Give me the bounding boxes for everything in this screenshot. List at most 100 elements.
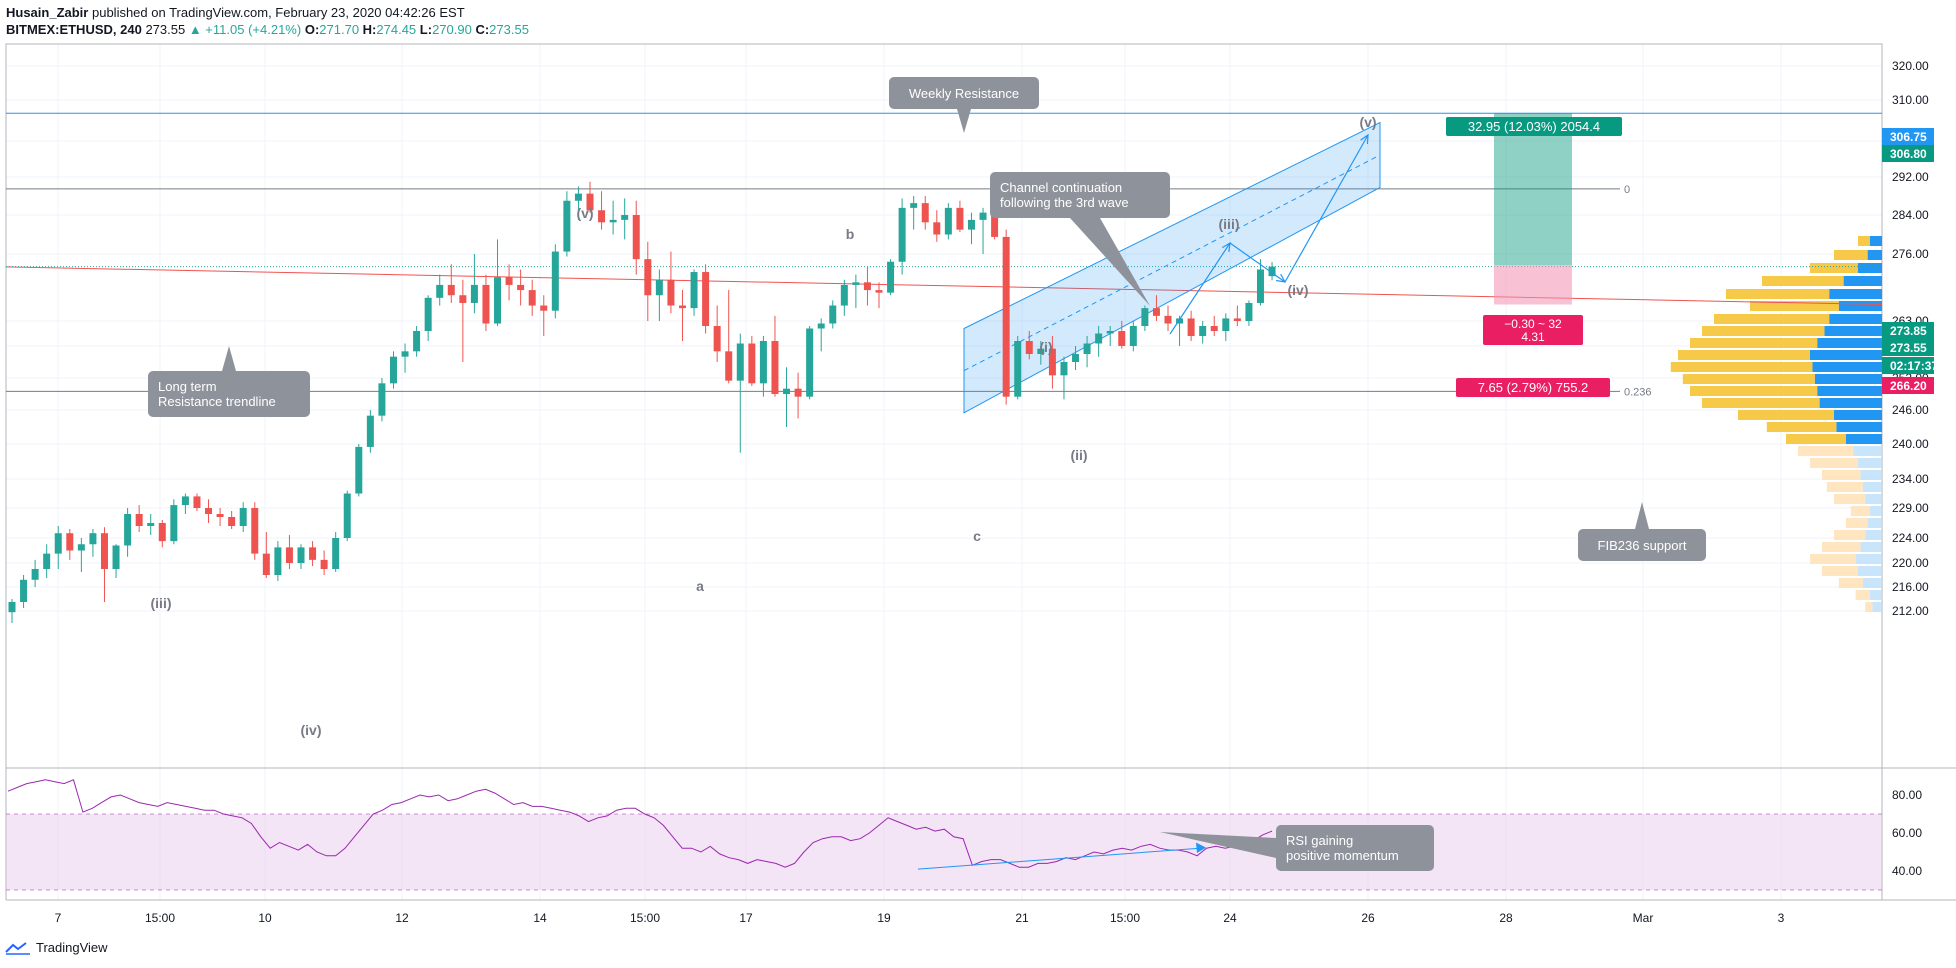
candle-body xyxy=(228,517,236,526)
stop-label: 7.65 (2.79%) 755.2 xyxy=(1456,378,1610,397)
wave-projection-arrowhead xyxy=(1360,133,1369,145)
volume-profile-sell xyxy=(1858,236,1870,246)
volume-profile-buy xyxy=(1870,590,1882,600)
wave-a: a xyxy=(696,578,704,594)
volume-profile-sell xyxy=(1702,398,1820,408)
wave-projection-segment xyxy=(1169,242,1231,335)
candle-body xyxy=(1014,341,1022,397)
volume-profile-sell xyxy=(1810,458,1858,468)
last-price: 273.55 xyxy=(145,22,186,37)
candle-body xyxy=(1002,236,1010,397)
rsi-band xyxy=(6,814,1882,890)
long-position-target-zone[interactable] xyxy=(1494,113,1572,266)
volume-profile-buy xyxy=(1870,236,1882,246)
target-label-text: 32.95 (12.03%) 2054.4 xyxy=(1468,119,1600,134)
wave-projection-path xyxy=(1169,133,1369,335)
volume-profile-sell xyxy=(1865,602,1873,612)
wave-projection-segment xyxy=(1284,134,1369,283)
candle-body xyxy=(967,219,975,230)
author-name[interactable]: Husain_Zabir xyxy=(6,5,89,20)
volume-profile-buy xyxy=(1836,422,1882,432)
volume-profile-buy xyxy=(1817,386,1882,396)
price-tick-label: 292.00 xyxy=(1892,170,1929,184)
volume-profile xyxy=(1670,236,1882,612)
price-badge-bg xyxy=(1882,357,1934,374)
candle-body xyxy=(89,533,97,545)
time-tick-label: Mar xyxy=(1633,911,1654,925)
candle-body xyxy=(1095,333,1103,344)
low-label: L: xyxy=(419,22,433,37)
candle-body xyxy=(933,222,941,235)
volume-profile-buy xyxy=(1858,458,1882,468)
position-info-text-1: −0.30 ~ 32 xyxy=(1504,317,1562,331)
ascending-channel[interactable] xyxy=(963,121,1381,414)
candle-body xyxy=(320,559,328,569)
candle-body xyxy=(540,305,548,311)
long-term-resistance-trendline xyxy=(5,266,1883,306)
rsi-tick-label: 80.00 xyxy=(1892,788,1922,802)
volume-profile-sell xyxy=(1810,263,1858,273)
candle-body xyxy=(309,547,317,560)
volume-profile-sell xyxy=(1690,386,1818,396)
volume-profile-sell xyxy=(1726,289,1830,299)
time-axis: 7 15:00 10 12 14 15:00 17 19 21 15:00 24 26 28 Mar 3 xyxy=(55,911,1785,925)
price-change: ▲ +11.05 (+4.21%) xyxy=(188,22,302,37)
time-tick-label: 3 xyxy=(1778,911,1785,925)
candle-body xyxy=(436,284,444,298)
time-tick-label: 10 xyxy=(258,911,272,925)
candle-body xyxy=(31,569,39,580)
candle-body xyxy=(517,284,525,291)
candle-body xyxy=(1233,318,1241,321)
time-tick-label: 28 xyxy=(1499,911,1513,925)
time-tick-label: 14 xyxy=(533,911,547,925)
channel-text-2: following the 3rd wave xyxy=(1000,195,1129,210)
price-badge-bg xyxy=(1882,339,1934,356)
volume-profile-sell xyxy=(1690,338,1818,348)
volume-profile-buy xyxy=(1870,506,1882,516)
time-tick-label: 15:00 xyxy=(145,911,175,925)
candle-body xyxy=(20,579,28,602)
candle-body xyxy=(366,415,374,447)
tradingview-brand: TradingView xyxy=(36,940,108,955)
wave-i: (i) xyxy=(1039,339,1052,355)
volume-profile-buy xyxy=(1846,434,1882,444)
volume-profile-sell xyxy=(1834,530,1866,540)
chart-grid xyxy=(6,44,1882,900)
position-info-text-2: 4.31 xyxy=(1521,330,1545,344)
fib-support-callout: FIB236 support xyxy=(1578,502,1706,561)
volume-profile-sell xyxy=(1682,374,1815,384)
volume-profile-sell xyxy=(1810,554,1856,564)
candle-body xyxy=(1037,348,1045,354)
candle-body xyxy=(1187,318,1195,336)
candle-body xyxy=(77,544,85,551)
candle-body xyxy=(574,193,582,201)
time-tick-label: 17 xyxy=(739,911,753,925)
candle-body xyxy=(713,326,721,352)
candle-body xyxy=(678,305,686,309)
candle-body xyxy=(840,284,848,306)
candle-body xyxy=(100,533,108,569)
candle-body xyxy=(1222,318,1230,331)
time-tick-label: 15:00 xyxy=(630,911,660,925)
long-position-stop-zone[interactable] xyxy=(1494,265,1572,305)
price-badge-label: 306.75 xyxy=(1890,130,1927,144)
target-label: 32.95 (12.03%) 2054.4 xyxy=(1446,117,1622,136)
candle-body xyxy=(783,388,791,394)
candle-body xyxy=(632,215,640,260)
candle-body xyxy=(609,219,617,223)
tradingview-footer[interactable]: TradingView xyxy=(4,940,108,955)
candle-body xyxy=(355,446,363,494)
high-value: 274.45 xyxy=(376,22,417,37)
candle-body xyxy=(1164,315,1172,324)
candle-body xyxy=(794,388,802,397)
candle-body xyxy=(494,277,502,324)
candle-body xyxy=(736,343,744,381)
candle-body xyxy=(1176,318,1184,324)
time-tick-label: 19 xyxy=(877,911,891,925)
candle-body xyxy=(181,496,189,506)
volume-profile-sell xyxy=(1678,350,1810,360)
volume-profile-buy xyxy=(1860,542,1882,552)
candle-body xyxy=(1129,326,1137,346)
candle-body xyxy=(1060,362,1068,376)
